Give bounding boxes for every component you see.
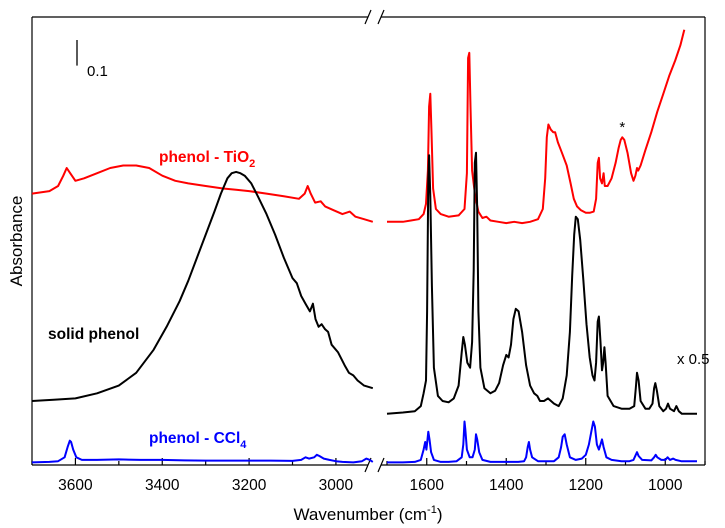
tick-label-1400: 1400	[489, 477, 524, 494]
tick-label-1000: 1000	[648, 477, 683, 494]
scale-bar-label: 0.1	[87, 63, 108, 80]
x-axis-ticks: 3600 3400 3200 3000 1600 1400 1200 1000	[31, 458, 706, 494]
tick-label-3600: 3600	[58, 477, 93, 494]
series-label-phenol-ccl4: phenol - CCl4	[149, 430, 247, 451]
series-line-2-left	[31, 439, 374, 464]
series-label-phenol-tio2: phenol - TiO2	[159, 149, 255, 170]
y-axis-title: Absorbance	[7, 196, 26, 287]
scale-bar: 0.1	[76, 40, 108, 80]
tick-label-3000: 3000	[319, 477, 354, 494]
multiplier-label: x 0.5	[677, 351, 710, 368]
asterisk-annotation: *	[619, 119, 625, 136]
series-line-0-right	[387, 29, 686, 225]
tick-label-1200: 1200	[569, 477, 604, 494]
series-line-1-left	[31, 170, 374, 402]
x-axis-title: Wavenumber (cm-1)	[294, 504, 443, 524]
tick-label-3200: 3200	[232, 477, 267, 494]
series-line-0-left	[31, 164, 374, 223]
series-label-solid-phenol: solid phenol	[48, 326, 139, 343]
series-line-1-right	[386, 151, 697, 415]
plot-frame	[31, 9, 706, 473]
tick-label-3400: 3400	[145, 477, 180, 494]
tick-label-1600: 1600	[410, 477, 445, 494]
series-group	[31, 29, 697, 464]
axis-break-top	[364, 9, 385, 25]
series-line-2-right	[387, 420, 697, 464]
